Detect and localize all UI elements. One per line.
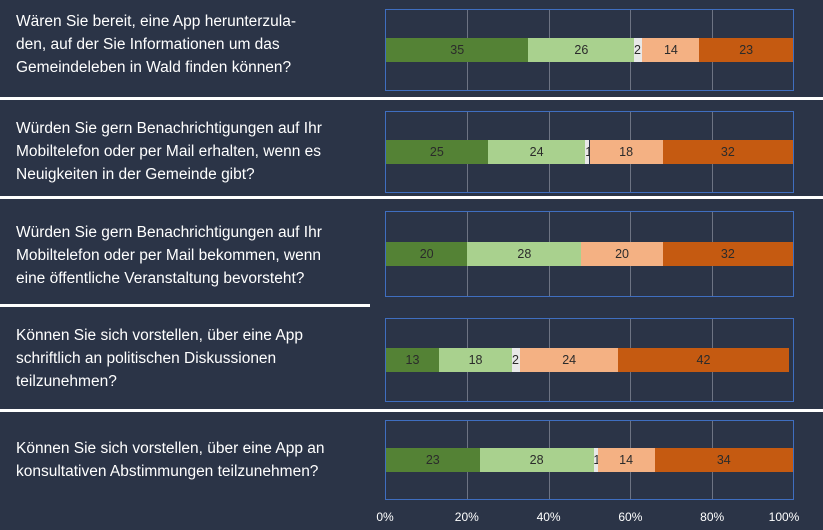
question-line: Können Sie sich vorstellen, über eine Ap… bbox=[16, 440, 325, 457]
data-label: 32 bbox=[720, 145, 735, 159]
question-line: Mobiltelefon oder per Mail erhalten, wen… bbox=[16, 143, 322, 160]
question-line: Würden Sie gern Benachrichtigungen auf I… bbox=[16, 120, 322, 137]
data-label: 26 bbox=[574, 43, 589, 57]
bar-segment bbox=[386, 448, 480, 472]
data-label: 13 bbox=[405, 353, 420, 367]
data-label: 25 bbox=[429, 145, 444, 159]
question-label: Können Sie sich vorstellen, über eine Ap… bbox=[16, 324, 376, 393]
data-label: 24 bbox=[529, 145, 544, 159]
bar-segment bbox=[581, 242, 663, 266]
data-label: 34 bbox=[716, 453, 731, 467]
x-tick-label: 100% bbox=[768, 510, 800, 524]
data-label: 20 bbox=[615, 247, 629, 261]
x-tick-label: 20% bbox=[454, 510, 479, 524]
bar-segment bbox=[528, 38, 635, 62]
data-label: 23 bbox=[739, 43, 754, 57]
row-separator bbox=[0, 304, 370, 307]
bar-segment bbox=[438, 348, 513, 372]
bar-segment bbox=[662, 140, 793, 164]
data-label: 14 bbox=[663, 43, 678, 57]
data-label: 23 bbox=[425, 453, 440, 467]
bar-segment bbox=[642, 38, 700, 62]
bar-segment bbox=[654, 448, 793, 472]
question-line: konsultativen Abstimmungen teilzunehmen? bbox=[16, 463, 319, 480]
bar-segment bbox=[386, 38, 529, 62]
data-label: 18 bbox=[468, 353, 483, 367]
bar-segment bbox=[589, 140, 663, 164]
bar-segment bbox=[512, 348, 521, 372]
data-label: 28 bbox=[529, 453, 544, 467]
row-separator bbox=[0, 97, 823, 100]
data-label: 18 bbox=[619, 145, 634, 159]
stacked-bar: 23 28 1 14 34 bbox=[386, 448, 793, 472]
row-separator bbox=[0, 196, 823, 199]
bar-segment bbox=[593, 448, 598, 472]
x-tick-label: 40% bbox=[536, 510, 561, 524]
bar-segment bbox=[520, 348, 618, 372]
data-label: 42 bbox=[696, 353, 711, 367]
bar-segment bbox=[386, 242, 468, 266]
data-label: 32 bbox=[720, 247, 735, 261]
data-label: 24 bbox=[562, 353, 577, 367]
plot-area: 13 18 2 24 42 bbox=[385, 318, 794, 402]
question-line: Wären Sie bereit, eine App herunterzula- bbox=[16, 13, 297, 30]
bar-segment bbox=[662, 242, 793, 266]
question-label: Können Sie sich vorstellen, über eine Ap… bbox=[16, 437, 376, 483]
data-label: 1 bbox=[585, 140, 592, 164]
question-line: den, auf der Sie Informationen um das bbox=[16, 36, 280, 53]
data-label: 14 bbox=[619, 453, 634, 467]
bar-segment bbox=[487, 140, 586, 164]
data-label: 28 bbox=[517, 247, 532, 261]
data-label: 35 bbox=[450, 43, 465, 57]
plot-area: 25 24 1 18 32 bbox=[385, 111, 794, 193]
data-label: 20 bbox=[419, 247, 434, 261]
stacked-bar: 35 26 2 14 23 bbox=[386, 38, 793, 62]
bar-segment bbox=[597, 448, 655, 472]
bar-segment bbox=[699, 38, 793, 62]
question-label: Wären Sie bereit, eine App herunterzula-… bbox=[16, 10, 376, 79]
question-line: Würden Sie gern Benachrichtigungen auf I… bbox=[16, 224, 322, 241]
stacked-bar: 202802032 bbox=[386, 242, 793, 266]
bar-segment bbox=[386, 348, 439, 372]
bar-segment bbox=[479, 448, 594, 472]
question-line: eine öffentliche Veranstaltung bevorsteh… bbox=[16, 270, 305, 287]
question-line: Neuigkeiten in der Gemeinde gibt? bbox=[16, 166, 255, 183]
stacked-bar: 13 18 2 24 42 bbox=[386, 348, 793, 372]
question-line: Mobiltelefon oder per Mail bekommen, wen… bbox=[16, 247, 321, 264]
bar-segment bbox=[467, 242, 582, 266]
question-label: Würden Sie gern Benachrichtigungen auf I… bbox=[16, 117, 376, 186]
bar-segment bbox=[585, 140, 590, 164]
bar-segment bbox=[386, 140, 488, 164]
row-separator bbox=[0, 409, 823, 412]
x-tick-label: 60% bbox=[618, 510, 643, 524]
bar-segment bbox=[617, 348, 789, 372]
bar-segment bbox=[634, 38, 643, 62]
data-label: 2 bbox=[634, 43, 641, 57]
question-line: Können Sie sich vorstellen, über eine Ap… bbox=[16, 327, 303, 344]
question-label: Würden Sie gern Benachrichtigungen auf I… bbox=[16, 221, 376, 290]
stacked-bar: 25 24 1 18 32 bbox=[386, 140, 793, 164]
question-line: teilzunehmen? bbox=[16, 373, 117, 390]
question-line: schriftlich an politischen Diskussionen bbox=[16, 350, 277, 367]
plot-area: 35 26 2 14 23 bbox=[385, 9, 794, 91]
x-tick-label: 80% bbox=[700, 510, 725, 524]
plot-area: 202802032 bbox=[385, 211, 794, 297]
plot-area: 23 28 1 14 34 bbox=[385, 420, 794, 500]
question-line: Gemeindeleben in Wald finden können? bbox=[16, 59, 292, 76]
data-label: 2 bbox=[511, 353, 519, 367]
data-label: 1 bbox=[593, 448, 600, 472]
x-tick-label: 0% bbox=[376, 510, 394, 524]
